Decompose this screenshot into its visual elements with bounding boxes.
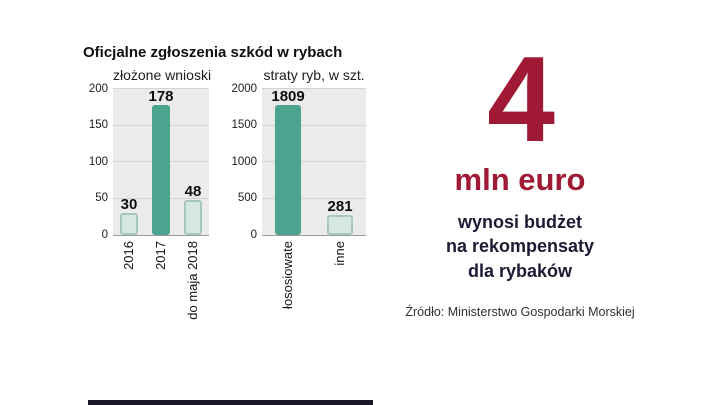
source-text: Źródło: Ministerstwo Gospodarki Morskiej	[405, 304, 635, 319]
plot-area: 1809 281	[262, 88, 367, 236]
chart-applications: złożone wnioski 0 50 100 150 200 30 178 48 2016 20…	[83, 67, 211, 330]
bottom-strip	[88, 400, 373, 405]
bar-value-label: 48	[184, 182, 202, 200]
chart-subtitle: złożone wnioski	[113, 67, 212, 83]
gridline	[113, 88, 209, 89]
gridline	[262, 161, 367, 162]
budget-caption-line3: dla rybaków	[467, 260, 573, 281]
bar-value-label: 1809	[271, 88, 305, 105]
bar-inne	[327, 214, 354, 235]
chart-title: Oficjalne zgłoszenia szkód w rybach	[83, 44, 343, 61]
y-tick-label: 0	[101, 228, 108, 241]
budget-panel: 4 mln euro wynosi budżet na rekompensaty…	[388, 38, 652, 319]
budget-unit: mln euro	[454, 162, 586, 197]
gridline	[262, 124, 367, 126]
bar-category-label: do maja 2018	[184, 241, 200, 320]
budget-caption-line1: wynosi budżet	[457, 212, 582, 232]
chart-fish-losses: straty ryb, w szt. 0 500 1000 1500 2000 1809 28…	[225, 67, 367, 330]
bar-do-maja-2018	[184, 199, 202, 235]
bar-value-label: 178	[148, 88, 174, 106]
bar-category-label: 2016	[120, 241, 136, 270]
charts-panel: Oficjalne zgłoszenia szkód w rybach złoż…	[83, 44, 367, 330]
y-tick-label: 0	[250, 228, 258, 241]
budget-caption-line2: na rekompensaty	[445, 236, 595, 257]
y-tick-label: 1500	[231, 118, 258, 131]
bar-łososiowate	[275, 105, 302, 235]
y-tick-label: 100	[88, 155, 108, 168]
bar-value-label: 30	[120, 196, 138, 214]
budget-caption: wynosi budżet na rekompensaty dla rybakó…	[388, 210, 652, 283]
bar-category-label: inne	[331, 241, 347, 266]
y-tick-label: 2000	[231, 82, 258, 95]
y-tick-label: 1000	[231, 155, 258, 168]
y-tick-label: 200	[88, 82, 108, 95]
charts-row: złożone wnioski 0 50 100 150 200 30 178 48 2016 20…	[83, 67, 367, 330]
y-tick-label: 50	[95, 191, 108, 204]
budget-amount: 4	[487, 31, 555, 167]
gridline	[262, 88, 367, 89]
bar-2016	[120, 213, 138, 235]
bar-category-label: 2017	[152, 241, 168, 270]
bar-value-label: 281	[327, 197, 353, 215]
chart-subtitle: straty ryb, w szt.	[263, 67, 365, 83]
plot-area: 30 178 48	[113, 88, 209, 236]
bar-2017	[152, 105, 170, 235]
gridline	[262, 197, 367, 199]
bar-category-label: łososiowate	[279, 241, 295, 309]
y-tick-label: 500	[237, 191, 258, 204]
y-tick-label: 150	[88, 118, 108, 131]
